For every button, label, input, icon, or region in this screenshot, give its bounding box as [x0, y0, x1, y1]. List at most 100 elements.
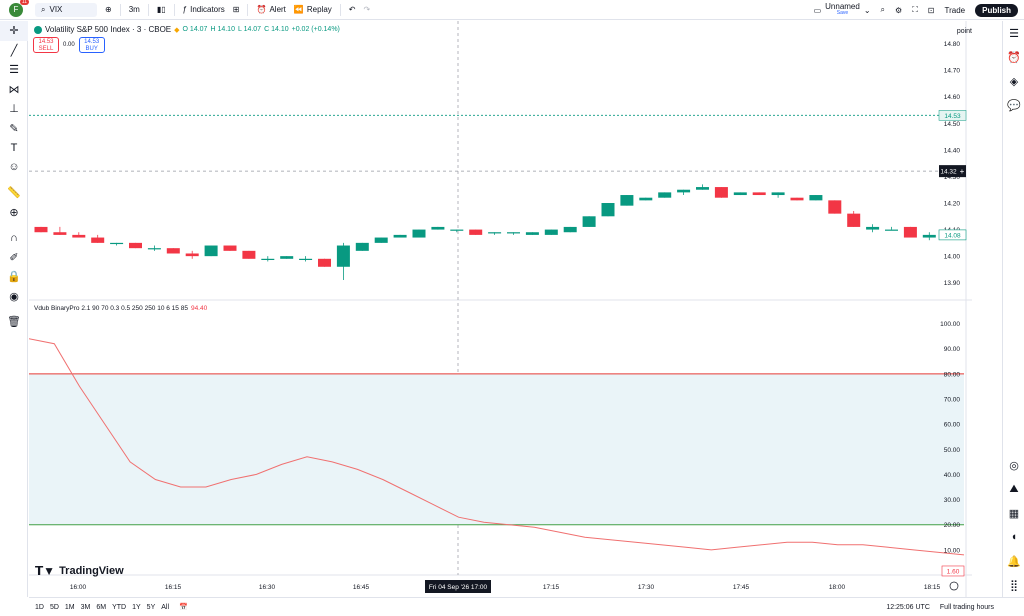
- chart-canvas[interactable]: point 14.80 14.70 14.60 14.50 14.40 14.30 14.20…: [29, 21, 972, 597]
- fullscreen-icon[interactable]: ⛶: [912, 5, 918, 14]
- oscillator-tick: 50.00: [944, 447, 961, 454]
- symbol-label: VIX: [49, 5, 63, 14]
- tradingview-logo[interactable]: 𝗧▼ TradingView: [35, 564, 124, 578]
- indicators-icon: ƒ: [182, 5, 188, 14]
- legend-title[interactable]: Volatility S&P 500 Index · 3 · CBOE: [45, 25, 172, 34]
- alerts-clock-icon[interactable]: ⏰: [1007, 51, 1021, 64]
- session-label[interactable]: Full trading hours: [939, 603, 994, 611]
- sell-button[interactable]: 14.53 SELL: [33, 37, 59, 53]
- forecast-icon[interactable]: ⊥: [9, 103, 19, 116]
- buy-price: 14.53: [84, 39, 100, 45]
- clock[interactable]: 12:25:06 UTC: [886, 603, 930, 611]
- ruler-icon[interactable]: 📏: [7, 187, 21, 200]
- tradingview-logo-icon: 𝗧▼: [35, 564, 56, 578]
- oscillator-tick: 20.00: [944, 522, 961, 529]
- indicators-label: Indicators: [190, 5, 225, 14]
- price-tick: 14.50: [944, 121, 961, 128]
- divider: [119, 3, 121, 16]
- layers-icon[interactable]: ◈: [1009, 75, 1019, 88]
- lock-drawing-icon[interactable]: ✐: [9, 251, 19, 264]
- chart-type-button[interactable]: ▮▯: [157, 5, 166, 14]
- chat-icon[interactable]: 💬: [1007, 99, 1021, 112]
- legend-high: H 14.10: [210, 26, 235, 33]
- top-right-group: ▭ Unnamed Save ⌄ ⌕ ⚙ ⛶ ⊡ Trade Publish: [814, 0, 1018, 20]
- candle-body: [110, 242, 124, 245]
- calendar-icon[interactable]: ▦: [1008, 507, 1020, 520]
- time-tick: 17:45: [733, 584, 750, 591]
- candle-body: [563, 226, 577, 233]
- crosshair-icon[interactable]: ✛: [0, 21, 28, 41]
- pattern-icon[interactable]: ⋈: [8, 83, 20, 96]
- range-ytd[interactable]: YTD: [112, 603, 127, 611]
- templates-button[interactable]: ⊞: [233, 5, 240, 14]
- camera-icon[interactable]: ⊡: [927, 5, 935, 15]
- range-6m[interactable]: 6M: [96, 603, 107, 611]
- undo-button[interactable]: ↶: [349, 5, 356, 14]
- quick-search-icon[interactable]: ⌕: [880, 5, 886, 14]
- magnet-icon[interactable]: ∩: [10, 231, 18, 244]
- range-5y[interactable]: 5Y: [146, 603, 156, 611]
- date-range-icon[interactable]: 📅: [179, 604, 188, 611]
- emoji-icon[interactable]: ☺: [8, 161, 20, 174]
- price-tick: 14.00: [944, 254, 961, 261]
- publish-button[interactable]: Publish: [975, 3, 1018, 17]
- trash-icon[interactable]: 🗑: [7, 316, 21, 329]
- layout-button[interactable]: ▭ Unnamed Save ⌄: [814, 3, 871, 17]
- range-1m[interactable]: 1M: [64, 603, 75, 611]
- text-icon[interactable]: T: [10, 141, 18, 154]
- buy-button[interactable]: 14.53 BUY: [78, 37, 105, 53]
- indicator-legend[interactable]: Vdub BinaryPro 2.1 90 70 0.3 0.5 250 250…: [34, 305, 207, 312]
- apps-icon[interactable]: ⣿: [1009, 579, 1019, 592]
- candle-body: [488, 232, 502, 234]
- lock-icon[interactable]: 🔒: [7, 271, 21, 284]
- range-3m[interactable]: 3M: [80, 603, 91, 611]
- avatar[interactable]: F 11: [9, 0, 29, 17]
- price-tick: 14.80: [944, 41, 961, 48]
- interval-button[interactable]: 3m: [129, 5, 140, 14]
- candle-body: [299, 258, 313, 261]
- time-tick: 16:00: [70, 584, 87, 591]
- redo-button[interactable]: ↷: [363, 5, 370, 14]
- candle-body: [318, 258, 331, 267]
- candle-body: [393, 234, 407, 238]
- candle-body: [223, 245, 237, 251]
- price-tag-14-53: [938, 110, 967, 121]
- settings-icon[interactable]: ⚙: [895, 5, 903, 15]
- tradingview-wordmark: TradingView: [59, 565, 124, 577]
- signal-icon[interactable]: ◖: [1010, 531, 1018, 543]
- time-tick: 16:15: [165, 584, 182, 591]
- range-1y[interactable]: 1Y: [132, 603, 141, 611]
- indicators-button[interactable]: ƒ Indicators: [183, 5, 225, 14]
- divider: [147, 3, 149, 16]
- oscillator-tick: 60.00: [944, 422, 961, 429]
- oscillator-layer: [29, 338, 965, 556]
- oscillator-tick: 100.00: [940, 321, 960, 328]
- candle-body: [412, 229, 426, 238]
- price-tick: 14.20: [944, 201, 961, 208]
- replay-button[interactable]: ⏪ Replay: [294, 5, 332, 14]
- candle-body: [714, 187, 728, 198]
- range-all[interactable]: All: [161, 603, 170, 611]
- trade-button[interactable]: Trade: [944, 5, 966, 15]
- compare-button[interactable]: ⊕: [105, 5, 112, 14]
- oscillator-tick: 40.00: [944, 472, 961, 479]
- sell-price: 14.53: [38, 39, 54, 45]
- alert-button[interactable]: ⏰ Alert: [256, 5, 285, 14]
- fib-icon[interactable]: ☰: [9, 64, 19, 77]
- eye-icon[interactable]: ◉: [9, 290, 19, 303]
- watchlist-icon[interactable]: ☰: [1009, 27, 1019, 40]
- symbol-search[interactable]: ⌕ VIX: [35, 2, 97, 17]
- range-1d[interactable]: 1D: [35, 603, 44, 611]
- zoom-in-icon[interactable]: ⊕: [9, 206, 19, 219]
- bell-icon[interactable]: 🔔: [1007, 555, 1021, 568]
- price-axis: point 14.80 14.70 14.60 14.50 14.40 14.30 14.20…: [938, 28, 972, 287]
- candle-body: [582, 216, 596, 227]
- trend-line-icon[interactable]: ╱: [10, 44, 18, 57]
- chart-icon[interactable]: ⛰: [1009, 482, 1019, 495]
- brush-icon[interactable]: ✎: [9, 122, 19, 135]
- candle-body: [677, 189, 691, 193]
- range-5d[interactable]: 5D: [49, 603, 59, 611]
- target-icon[interactable]: ◎: [1009, 459, 1019, 472]
- legend-low: L 14.07: [237, 26, 262, 33]
- alarm-icon: ⏰: [256, 5, 267, 14]
